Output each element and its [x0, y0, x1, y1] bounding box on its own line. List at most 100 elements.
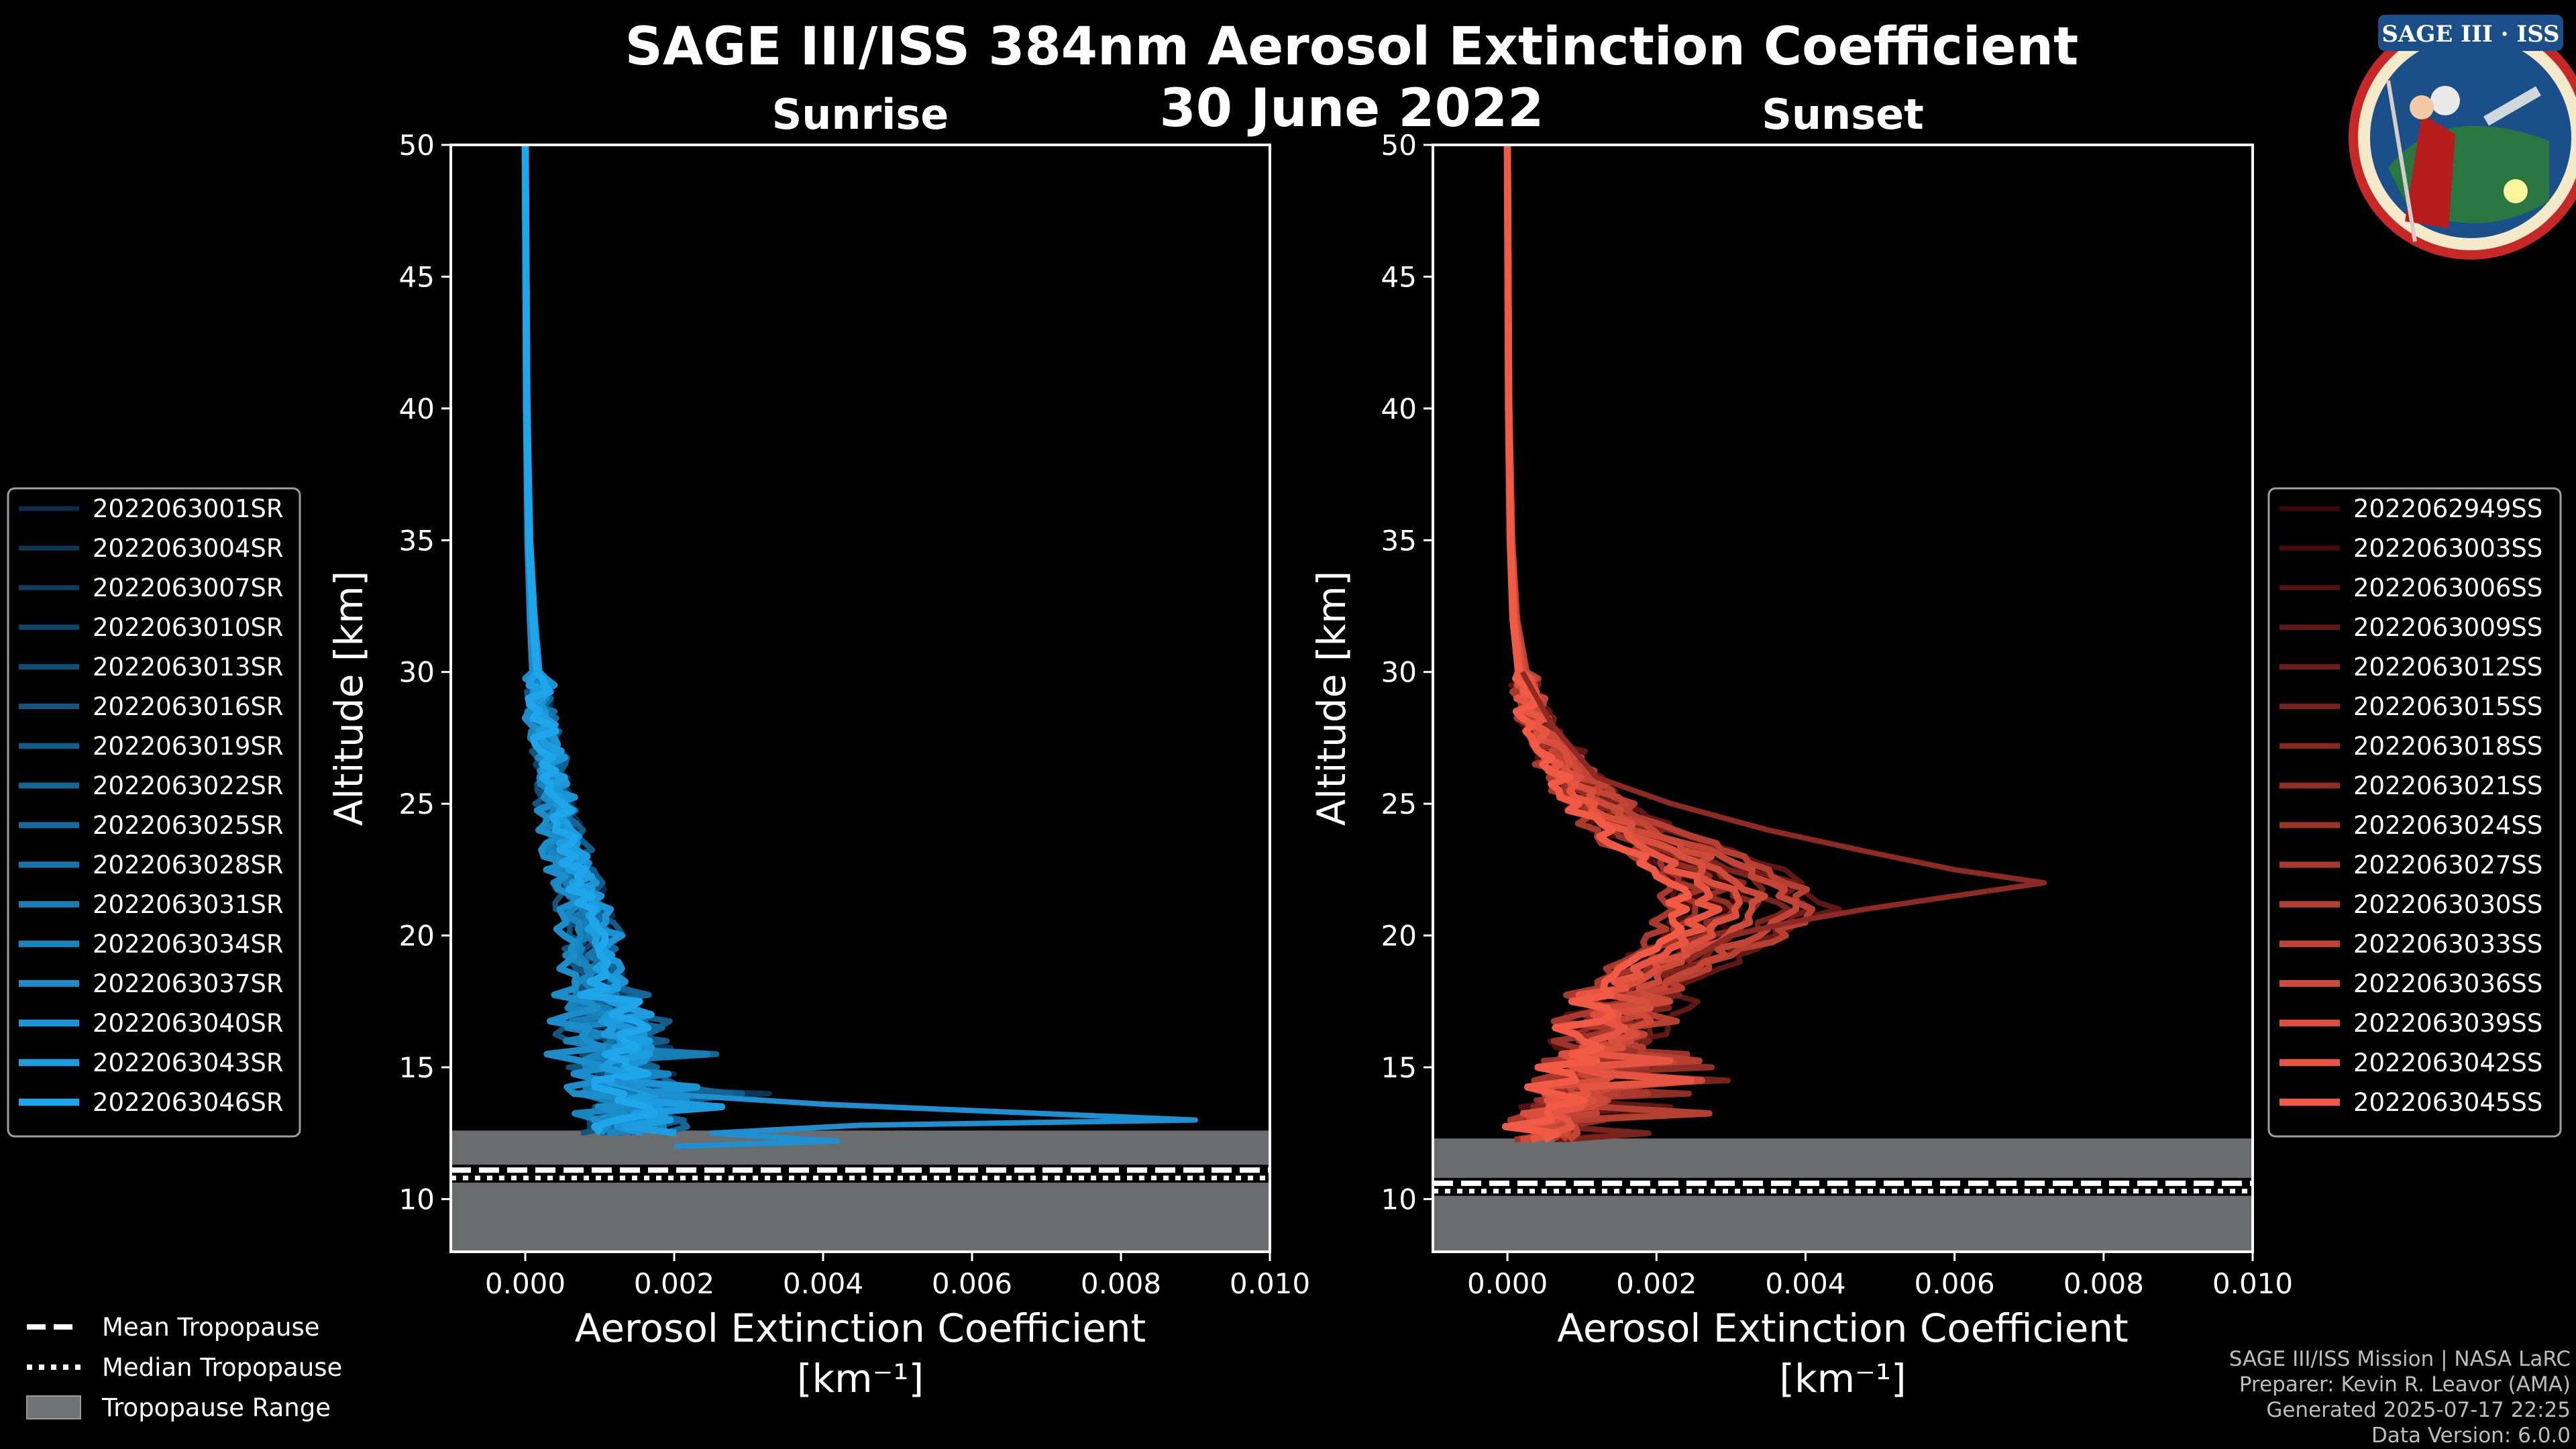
legend-label: 2022063015SS	[2353, 692, 2542, 721]
credit-line-3: Generated 2025-07-17 22:25	[2266, 1398, 2571, 1422]
legend-label: 2022063042SS	[2353, 1049, 2542, 1077]
ytick-label: 20	[1381, 920, 1417, 953]
legend-label: 2022063036SS	[2353, 969, 2542, 998]
ytick-label: 30	[1381, 656, 1417, 689]
legend-label: 2022063045SS	[2353, 1088, 2542, 1117]
legend-box-0	[7, 487, 301, 1138]
credits: SAGE III/ISS Mission | NASA LaRC Prepare…	[2229, 1347, 2571, 1448]
legend-label: 2022063025SR	[93, 811, 284, 840]
ytick-label: 45	[1381, 260, 1417, 293]
x-axis-label-1: Aerosol Extinction Coefficient	[1557, 1305, 2129, 1351]
legend-tropopause: Mean Tropopause Median Tropopause Tropop…	[26, 1313, 342, 1422]
legend-label: 2022063031SR	[93, 890, 284, 919]
credit-line-2: Preparer: Kevin R. Leavor (AMA)	[2239, 1373, 2571, 1397]
legend-range-swatch	[26, 1395, 81, 1419]
profile-line-2022063022SR	[522, 145, 734, 1136]
x-axis-unit-0: [km⁻¹]	[797, 1356, 924, 1401]
legend-label: 2022063010SR	[93, 613, 284, 642]
legend-label: 2022063039SS	[2353, 1009, 2542, 1038]
legend-label: 2022063003SS	[2353, 534, 2542, 563]
panel-title-1: Sunset	[1762, 90, 1924, 139]
chart-title: SAGE III/ISS 384nm Aerosol Extinction Co…	[625, 17, 2079, 77]
legend-sunset: 2022062949SS 2022063003SS 2022063006SS 2022…	[2267, 487, 2562, 1138]
legend-label: 2022063027SS	[2353, 851, 2542, 879]
credit-line-4: Data Version: 6.0.0	[2371, 1424, 2571, 1448]
legend-label: 2022063037SR	[93, 969, 284, 998]
legend-label: 2022063033SS	[2353, 930, 2542, 959]
panel-sunrise: Sunrise 10 15 20 25 30 35 40 45 50 0.000 0.002 0.004…	[326, 90, 1310, 1401]
legend-label: 2022062949SS	[2353, 494, 2542, 523]
legend-label: 2022063022SR	[93, 771, 284, 800]
ytick-label: 45	[399, 260, 435, 293]
plot-frame-1	[1432, 144, 2254, 1253]
legend-label: 2022063001SR	[93, 494, 284, 523]
ytick-label: 10	[1381, 1183, 1417, 1216]
legend-label: 2022063004SR	[93, 534, 284, 563]
profile-line-2022063033SS	[1504, 145, 1800, 1142]
ytick-label: 50	[399, 129, 435, 162]
logo-text: SAGE III · ISS	[2381, 21, 2559, 48]
ytick-label: 40	[399, 392, 435, 425]
xtick-label: 0.010	[2212, 1267, 2293, 1300]
profile-line-2022063042SS	[1503, 145, 1723, 1144]
ytick-label: 35	[399, 524, 435, 557]
legend-label: 2022063016SR	[93, 692, 284, 721]
xtick-label: 0.002	[634, 1267, 714, 1300]
legend-label: 2022063040SR	[93, 1009, 284, 1038]
xtick-label: 0.002	[1616, 1267, 1697, 1300]
legend-mean-label: Mean Tropopause	[102, 1313, 320, 1342]
xtick-label: 0.006	[932, 1267, 1012, 1300]
legend-label: 2022063021SS	[2353, 771, 2542, 800]
legend-median-label: Median Tropopause	[102, 1353, 342, 1382]
xtick-label: 0.000	[485, 1267, 566, 1300]
legend-label: 2022063007SR	[93, 574, 284, 602]
profile-line-2022063046SR	[521, 145, 659, 1136]
ytick-label: 15	[1381, 1051, 1417, 1084]
ytick-label: 15	[399, 1051, 435, 1084]
legend-label: 2022063034SR	[93, 930, 284, 959]
profile-line-2022063019SR	[522, 145, 745, 1136]
legend-label: 2022063013SR	[93, 653, 284, 682]
profile-line-peak-0	[614, 1077, 1198, 1149]
panel-title-0: Sunrise	[772, 90, 949, 139]
ytick-label: 20	[399, 920, 435, 953]
profile-line-2022063040SR	[521, 145, 701, 1137]
legend-label: 2022063030SS	[2353, 890, 2542, 919]
legend-label: 2022063018SS	[2353, 732, 2542, 761]
legend-label: 2022063028SR	[93, 851, 284, 879]
ytick-label: 10	[399, 1183, 435, 1216]
profile-line-2022063004SR	[523, 145, 772, 1136]
xtick-label: 0.008	[2063, 1267, 2144, 1300]
legend-label: 2022063024SS	[2353, 811, 2542, 840]
tropopause-range-0	[451, 1130, 1270, 1252]
y-axis-label-1: Altitude [km]	[1309, 571, 1354, 826]
mission-logo: SAGE III · ISS	[2349, 15, 2576, 260]
legend-label: 2022063046SR	[93, 1088, 284, 1117]
xtick-label: 0.006	[1915, 1267, 1995, 1300]
profile-line-peak-1	[1519, 670, 2047, 965]
ytick-label: 25	[1381, 788, 1417, 820]
ytick-label: 50	[1381, 129, 1417, 162]
legend-range-label: Tropopause Range	[101, 1393, 331, 1422]
legend-box-1	[2267, 487, 2562, 1138]
profile-line-2022063045SS	[1501, 145, 1693, 1143]
chart-date: 30 June 2022	[1160, 78, 1544, 139]
legend-label: 2022063006SS	[2353, 574, 2542, 602]
ytick-label: 25	[399, 788, 435, 820]
legend-label: 2022063012SS	[2353, 653, 2542, 682]
panel-sunset: Sunset 10 15 20 25 30 35 40 45 50 0.000 0.002 0.004 0…	[1309, 90, 2293, 1401]
ytick-label: 30	[399, 656, 435, 689]
xtick-label: 0.008	[1081, 1267, 1161, 1300]
credit-line-1: SAGE III/ISS Mission | NASA LaRC	[2229, 1347, 2571, 1371]
y-axis-label-0: Altitude [km]	[326, 571, 372, 826]
xtick-label: 0.010	[1230, 1267, 1310, 1300]
plot-frame-0	[449, 144, 1271, 1253]
legend-label: 2022063009SS	[2353, 613, 2542, 642]
xtick-label: 0.000	[1467, 1267, 1548, 1300]
legend-label: 2022063019SR	[93, 732, 284, 761]
ytick-label: 35	[1381, 524, 1417, 557]
xtick-label: 0.004	[1765, 1267, 1845, 1300]
xtick-label: 0.004	[783, 1267, 863, 1300]
legend-sunrise: 2022063001SR 2022063004SR 2022063007SR 2022…	[7, 487, 301, 1138]
